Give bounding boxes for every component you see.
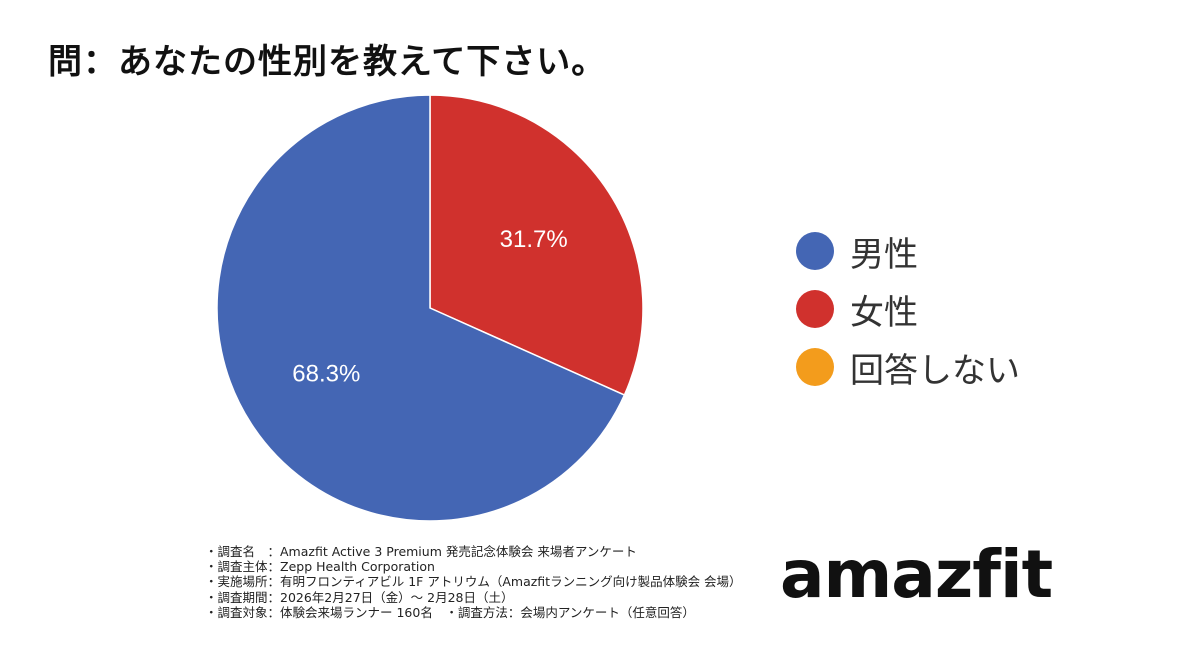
pie-slice-0 <box>429 94 644 397</box>
legend-label-no-answer: 回答しない <box>850 350 1020 391</box>
legend-item-female: 女性 <box>796 280 1020 338</box>
pie-slice-label-1: 68.3% <box>292 361 360 388</box>
legend-swatch-male <box>796 232 834 270</box>
legend-label-female: 女性 <box>850 292 918 333</box>
page-title: 問：あなたの性別を教えて下さい。 <box>48 42 607 82</box>
pie-slice-1 <box>216 94 626 522</box>
amazfit-logo: amazfit <box>780 536 1053 613</box>
legend-swatch-female <box>796 290 834 328</box>
chart-legend: 男性 女性 回答しない <box>796 222 1020 396</box>
note-survey-location: ・実施場所：有明フロンティアビル 1F アトリウム（Amazfitランニング向け… <box>205 574 742 590</box>
legend-label-male: 男性 <box>850 234 918 275</box>
note-survey-name: ・調査名 ：Amazfit Active 3 Premium 発売記念体験会 来… <box>205 544 637 559</box>
legend-swatch-no-answer <box>796 348 834 386</box>
note-survey-target-method: ・調査対象：体験会来場ランナー 160名 ・調査方法：会場内アンケート（任意回答… <box>205 604 695 620</box>
pie-slice-label-0: 31.7% <box>500 226 568 253</box>
survey-notes: ・調査名 ：Amazfit Active 3 Premium 発売記念体験会 来… <box>205 544 742 620</box>
legend-item-male: 男性 <box>796 222 1020 280</box>
note-survey-period: ・調査期間：2026年2月27日（金）～ 2月28日（土） <box>205 589 514 605</box>
legend-item-no-answer: 回答しない <box>796 338 1020 396</box>
note-survey-organizer: ・調査主体：Zepp Health Corporation <box>205 559 435 575</box>
